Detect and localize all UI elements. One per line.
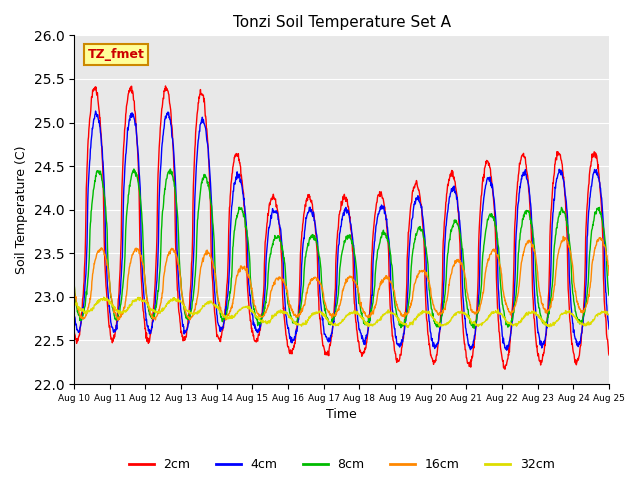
4cm [250,322,257,328]
16cm [559,233,567,239]
2cm [425,338,433,344]
32cm [100,294,108,300]
2cm [177,321,184,327]
16cm [177,275,184,280]
16cm [605,272,613,278]
4cm [542,328,550,334]
4cm [605,326,613,332]
2cm [501,366,509,372]
32cm [70,299,78,304]
Line: 16cm: 16cm [74,236,609,320]
16cm [542,307,550,312]
4cm [425,313,433,319]
32cm [542,321,550,326]
8cm [177,273,184,278]
8cm [495,252,503,257]
8cm [189,292,197,298]
Y-axis label: Soil Temperature (C): Soil Temperature (C) [15,145,28,274]
16cm [250,300,257,305]
X-axis label: Time: Time [326,408,357,421]
16cm [70,281,78,287]
8cm [605,292,613,298]
Text: TZ_fmet: TZ_fmet [88,48,144,61]
32cm [177,298,184,303]
16cm [189,312,197,318]
8cm [542,319,550,325]
4cm [495,289,502,295]
16cm [495,256,502,262]
8cm [250,301,257,307]
2cm [542,332,550,337]
4cm [92,108,99,114]
Line: 32cm: 32cm [74,297,609,327]
8cm [130,166,138,172]
8cm [425,280,433,286]
32cm [189,311,197,317]
Title: Tonzi Soil Temperature Set A: Tonzi Soil Temperature Set A [232,15,451,30]
2cm [605,352,613,358]
32cm [250,310,257,315]
8cm [70,278,78,284]
2cm [250,333,257,339]
32cm [495,311,503,316]
Line: 8cm: 8cm [74,169,609,328]
2cm [162,83,170,89]
4cm [70,312,78,318]
2cm [495,321,502,326]
Line: 4cm: 4cm [74,111,609,350]
16cm [114,317,122,323]
4cm [503,348,511,353]
32cm [605,311,613,317]
16cm [425,277,433,283]
4cm [177,301,184,307]
32cm [404,324,412,330]
8cm [470,325,478,331]
2cm [189,183,197,189]
32cm [425,309,433,315]
Line: 2cm: 2cm [74,86,609,369]
2cm [70,324,78,330]
Legend: 2cm, 4cm, 8cm, 16cm, 32cm: 2cm, 4cm, 8cm, 16cm, 32cm [124,453,559,476]
4cm [189,258,197,264]
